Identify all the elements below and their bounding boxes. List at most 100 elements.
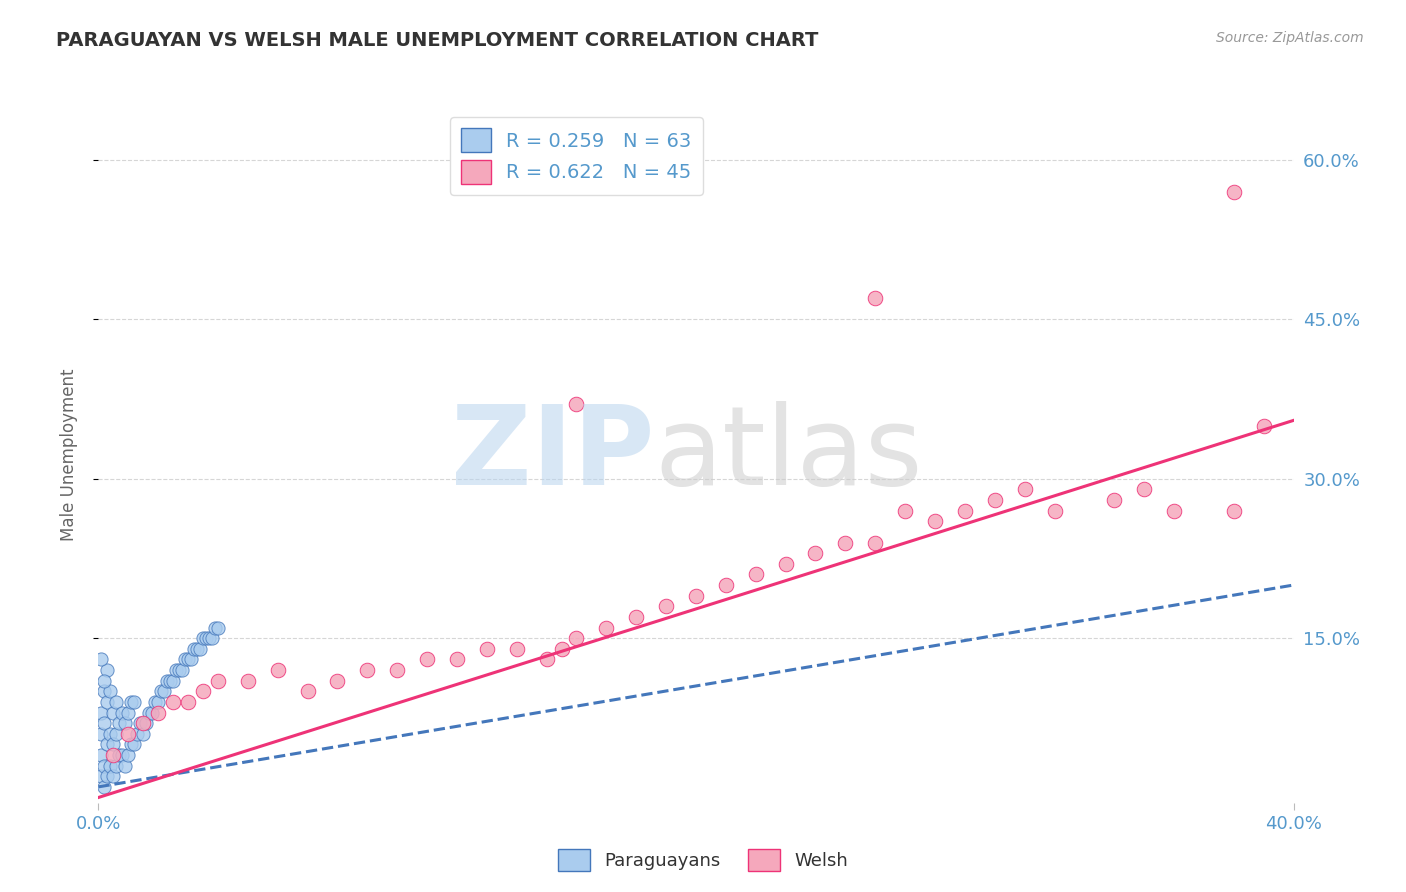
Point xyxy=(105,758,128,772)
Point xyxy=(1133,483,1156,497)
Point xyxy=(93,716,115,731)
Point xyxy=(114,758,136,772)
Point xyxy=(172,663,194,677)
Point xyxy=(100,758,122,772)
Point xyxy=(117,747,139,762)
Point xyxy=(90,769,112,783)
Point xyxy=(114,716,136,731)
Point xyxy=(924,514,946,528)
Point xyxy=(117,727,139,741)
Y-axis label: Male Unemployment: Male Unemployment xyxy=(59,368,77,541)
Point xyxy=(834,535,856,549)
Text: PARAGUAYAN VS WELSH MALE UNEMPLOYMENT CORRELATION CHART: PARAGUAYAN VS WELSH MALE UNEMPLOYMENT CO… xyxy=(56,31,818,50)
Point xyxy=(356,663,378,677)
Point xyxy=(326,673,349,688)
Point xyxy=(156,673,179,688)
Point xyxy=(129,716,152,731)
Point xyxy=(745,567,768,582)
Point xyxy=(177,652,200,666)
Text: ZIP: ZIP xyxy=(451,401,654,508)
Text: atlas: atlas xyxy=(654,401,922,508)
Point xyxy=(162,695,184,709)
Point xyxy=(135,716,157,731)
Point xyxy=(297,684,319,698)
Point xyxy=(177,695,200,709)
Point xyxy=(1223,185,1246,199)
Point xyxy=(150,684,173,698)
Point xyxy=(1014,483,1036,497)
Point xyxy=(446,652,468,666)
Point xyxy=(180,652,202,666)
Point xyxy=(93,780,115,794)
Point xyxy=(132,727,155,741)
Point xyxy=(416,652,439,666)
Point xyxy=(103,738,125,752)
Point xyxy=(93,758,115,772)
Point xyxy=(90,706,112,720)
Point xyxy=(108,716,131,731)
Point xyxy=(195,631,218,645)
Point xyxy=(120,738,142,752)
Point xyxy=(90,747,112,762)
Point xyxy=(626,610,648,624)
Legend: R = 0.259   N = 63, R = 0.622   N = 45: R = 0.259 N = 63, R = 0.622 N = 45 xyxy=(450,117,703,195)
Point xyxy=(804,546,827,560)
Point xyxy=(865,535,887,549)
Point xyxy=(207,673,229,688)
Point xyxy=(96,738,118,752)
Point xyxy=(103,769,125,783)
Point xyxy=(105,727,128,741)
Point xyxy=(167,663,190,677)
Point xyxy=(188,641,211,656)
Point xyxy=(894,504,917,518)
Point xyxy=(124,695,146,709)
Point xyxy=(207,621,229,635)
Point xyxy=(186,641,208,656)
Point xyxy=(267,663,290,677)
Point xyxy=(103,747,125,762)
Point xyxy=(565,397,588,411)
Point xyxy=(1104,493,1126,508)
Point xyxy=(100,684,122,698)
Point xyxy=(165,663,187,677)
Point xyxy=(124,738,146,752)
Point xyxy=(595,621,617,635)
Point xyxy=(655,599,678,614)
Point xyxy=(191,684,214,698)
Point xyxy=(475,641,498,656)
Point xyxy=(201,631,224,645)
Point xyxy=(1223,504,1246,518)
Point xyxy=(198,631,221,645)
Point xyxy=(96,663,118,677)
Point xyxy=(162,673,184,688)
Point xyxy=(105,695,128,709)
Point xyxy=(953,504,976,518)
Text: Source: ZipAtlas.com: Source: ZipAtlas.com xyxy=(1216,31,1364,45)
Point xyxy=(90,652,112,666)
Point xyxy=(111,747,134,762)
Point xyxy=(506,641,529,656)
Point xyxy=(550,641,572,656)
Point xyxy=(93,684,115,698)
Legend: Paraguayans, Welsh: Paraguayans, Welsh xyxy=(550,842,856,879)
Point xyxy=(96,769,118,783)
Point xyxy=(127,727,149,741)
Point xyxy=(108,747,131,762)
Point xyxy=(117,706,139,720)
Point xyxy=(148,695,170,709)
Point xyxy=(183,641,205,656)
Point xyxy=(1163,504,1185,518)
Point xyxy=(236,673,259,688)
Point xyxy=(159,673,181,688)
Point xyxy=(103,706,125,720)
Point xyxy=(1253,418,1275,433)
Point xyxy=(1043,504,1066,518)
Point xyxy=(714,578,737,592)
Point xyxy=(96,695,118,709)
Point xyxy=(775,557,797,571)
Point xyxy=(153,684,176,698)
Point xyxy=(565,631,588,645)
Point xyxy=(141,706,163,720)
Point xyxy=(174,652,197,666)
Point xyxy=(143,695,166,709)
